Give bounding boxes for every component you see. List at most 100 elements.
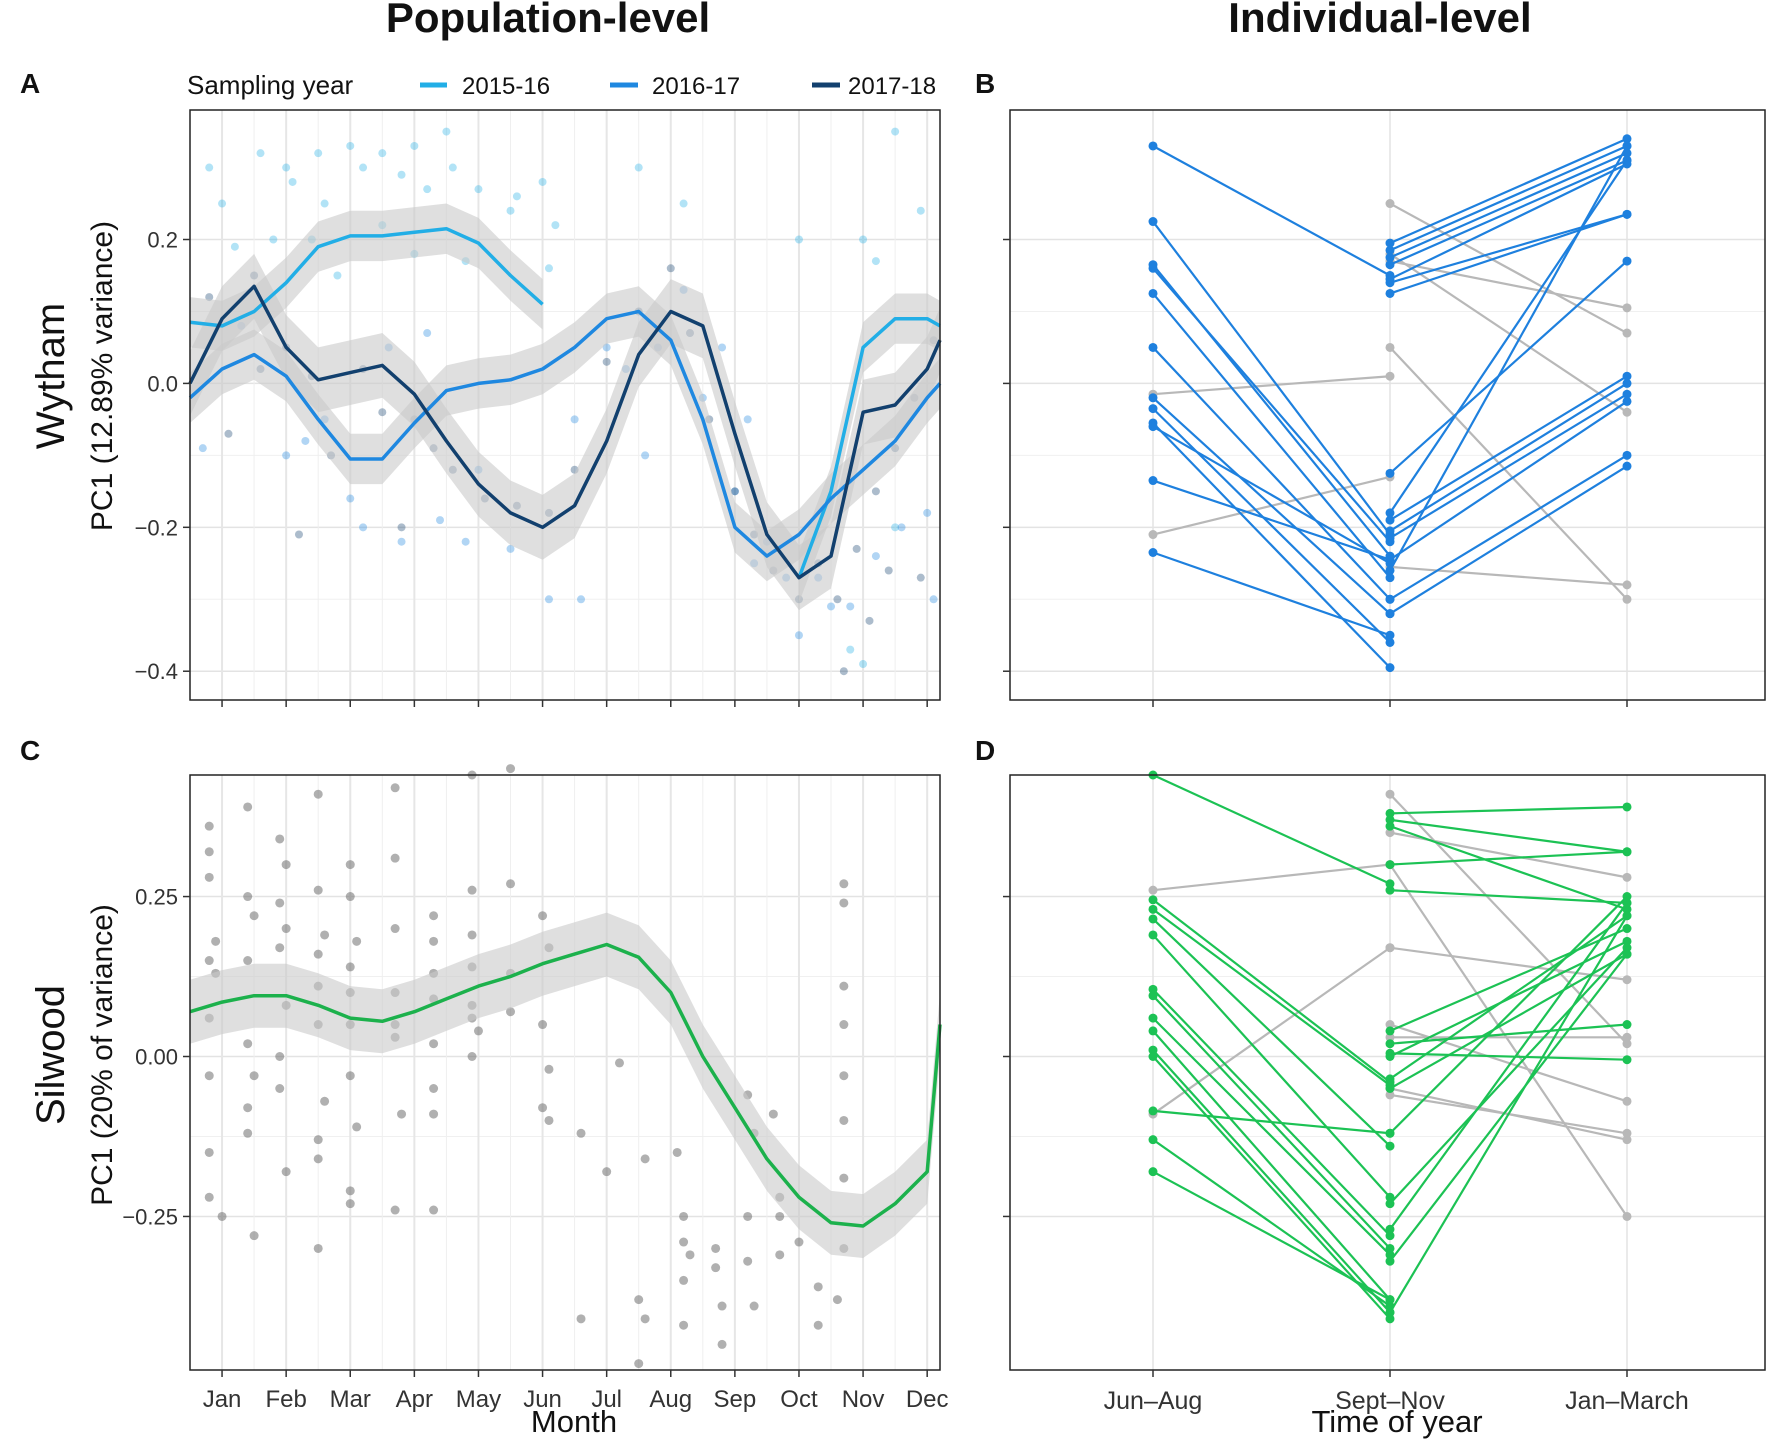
panel-a-point xyxy=(570,415,579,424)
panel-b-sig-point xyxy=(1385,468,1395,478)
panel-d-sig-line xyxy=(1389,953,1628,1262)
panel-c-point xyxy=(345,860,355,870)
panel-d-nonsig-point xyxy=(1385,943,1395,953)
panel-c-xtick-label: Sep xyxy=(714,1386,757,1413)
panel-b-nonsig-point xyxy=(1385,342,1395,352)
panel-b-sig-point xyxy=(1622,209,1632,219)
panel-c-point xyxy=(243,802,253,812)
panel-c-point xyxy=(711,1263,721,1273)
panel-d-sig-point xyxy=(1385,885,1395,895)
panel-a-point xyxy=(891,127,900,136)
panel-d-sig-point xyxy=(1148,930,1158,940)
row-label-wytham: Wytham xyxy=(29,303,73,449)
panel-b-sig-line xyxy=(1152,396,1391,615)
panel-b-plot xyxy=(1003,109,1766,707)
panel-a-point xyxy=(294,530,303,539)
panel-c-point xyxy=(614,1058,624,1068)
panel-c-point xyxy=(390,1205,400,1215)
column-title-individual: Individual-level xyxy=(1228,0,1531,41)
panel-c-xtick-label: Nov xyxy=(842,1386,885,1413)
panel-b-sig-line xyxy=(1152,422,1391,669)
panel-b-sig-point xyxy=(1385,630,1395,640)
panel-a-point xyxy=(282,163,291,172)
panel-c-point xyxy=(794,1237,804,1247)
panel-d-plot: Jun–Aug Sept–Nov Jan–March xyxy=(1003,770,1766,1415)
panel-d-sig-line xyxy=(1389,914,1628,1080)
panel-c-point xyxy=(429,1205,439,1215)
panel-c-point xyxy=(275,943,285,953)
panel-a-point xyxy=(538,177,547,186)
panel-d-sig-line xyxy=(1389,940,1628,1058)
panel-b-sig-line xyxy=(1389,145,1628,572)
panel-b-sig-line xyxy=(1389,152,1628,259)
panel-b-sig-point xyxy=(1385,515,1395,525)
panel-c-point xyxy=(743,1256,753,1266)
panel-d-sig-point xyxy=(1148,1045,1158,1055)
panel-d-sig-point xyxy=(1385,1243,1395,1253)
panel-a-point xyxy=(359,523,368,532)
panel-c-point xyxy=(711,1243,721,1253)
panel-b-sig-line xyxy=(1389,162,1628,281)
panel-a-point xyxy=(859,235,868,244)
panel-b-sig-line xyxy=(1152,551,1391,637)
panel-c-point xyxy=(839,1115,849,1125)
panel-c-point xyxy=(313,885,323,895)
panel-d-sig-line xyxy=(1389,927,1628,1032)
panel-b-sig-point xyxy=(1385,245,1395,255)
panel-b-sig-point xyxy=(1385,526,1395,536)
panel-c-point xyxy=(538,1103,548,1113)
panel-d-sig-point xyxy=(1622,943,1632,953)
panel-d-border xyxy=(1009,774,1766,1371)
panel-c-point xyxy=(249,911,259,921)
panel-c-point xyxy=(313,949,323,959)
panel-d-sig-line xyxy=(1152,918,1391,1147)
panel-a-ribbon xyxy=(190,286,940,582)
panel-c-point xyxy=(634,1295,644,1305)
panel-a-point xyxy=(602,357,611,366)
panel-a-point xyxy=(397,537,406,546)
panel-c-point xyxy=(839,879,849,889)
panel-a-point xyxy=(397,523,406,532)
panel-b-sig-point xyxy=(1622,141,1632,151)
panel-a-line-2016 xyxy=(188,309,942,558)
panel-a-point xyxy=(794,235,803,244)
panel-c-point xyxy=(204,1071,214,1081)
panel-c-ytick-label: 0.00 xyxy=(135,1045,178,1070)
panel-c-xtick-label: Feb xyxy=(265,1386,306,1413)
panel-a-point xyxy=(884,566,893,575)
panel-c-xtick-label: Aug xyxy=(649,1386,692,1413)
panel-d-sig-point xyxy=(1148,895,1158,905)
panel-a-point xyxy=(730,487,739,496)
panel-c-point xyxy=(775,1250,785,1260)
row-label-silwood: Silwood xyxy=(29,985,73,1125)
panel-c-point xyxy=(243,1128,253,1138)
panel-a-ribbon xyxy=(190,253,940,611)
panel-b-sig-point xyxy=(1385,555,1395,565)
panel-b-sig-line xyxy=(1152,346,1391,601)
panel-d-sig-point xyxy=(1148,904,1158,914)
panel-c-point xyxy=(743,1211,753,1221)
panel-label-a: A xyxy=(20,68,40,99)
panel-b-sig-line xyxy=(1152,425,1391,565)
panel-c-point xyxy=(839,898,849,908)
legend: Sampling year 2015-16 2016-17 2017-18 xyxy=(187,70,936,100)
panel-d-sig-point xyxy=(1385,1224,1395,1234)
panel-d-nonsig-point xyxy=(1385,1090,1395,1100)
panel-b-sig-point xyxy=(1622,461,1632,471)
panel-a-point xyxy=(846,645,855,654)
panel-c-xtick-label: Mar xyxy=(330,1386,371,1413)
panel-d-sig-point xyxy=(1385,1314,1395,1324)
panel-c-point xyxy=(345,1071,355,1081)
panel-a-point xyxy=(314,149,323,158)
panel-c-point xyxy=(576,1128,586,1138)
panel-b-sig-point xyxy=(1385,288,1395,298)
panel-b-sig-point xyxy=(1622,371,1632,381)
panel-c-point xyxy=(345,962,355,972)
y-axis-title-a: PC1 (12.89% variance) xyxy=(86,221,119,531)
panel-c-point xyxy=(634,1359,644,1369)
panel-b-sig-point xyxy=(1622,256,1632,266)
panel-d-sig-point xyxy=(1148,914,1158,924)
column-title-population: Population-level xyxy=(386,0,710,41)
panel-a-point xyxy=(346,494,355,503)
panel-c-point xyxy=(204,1192,214,1202)
